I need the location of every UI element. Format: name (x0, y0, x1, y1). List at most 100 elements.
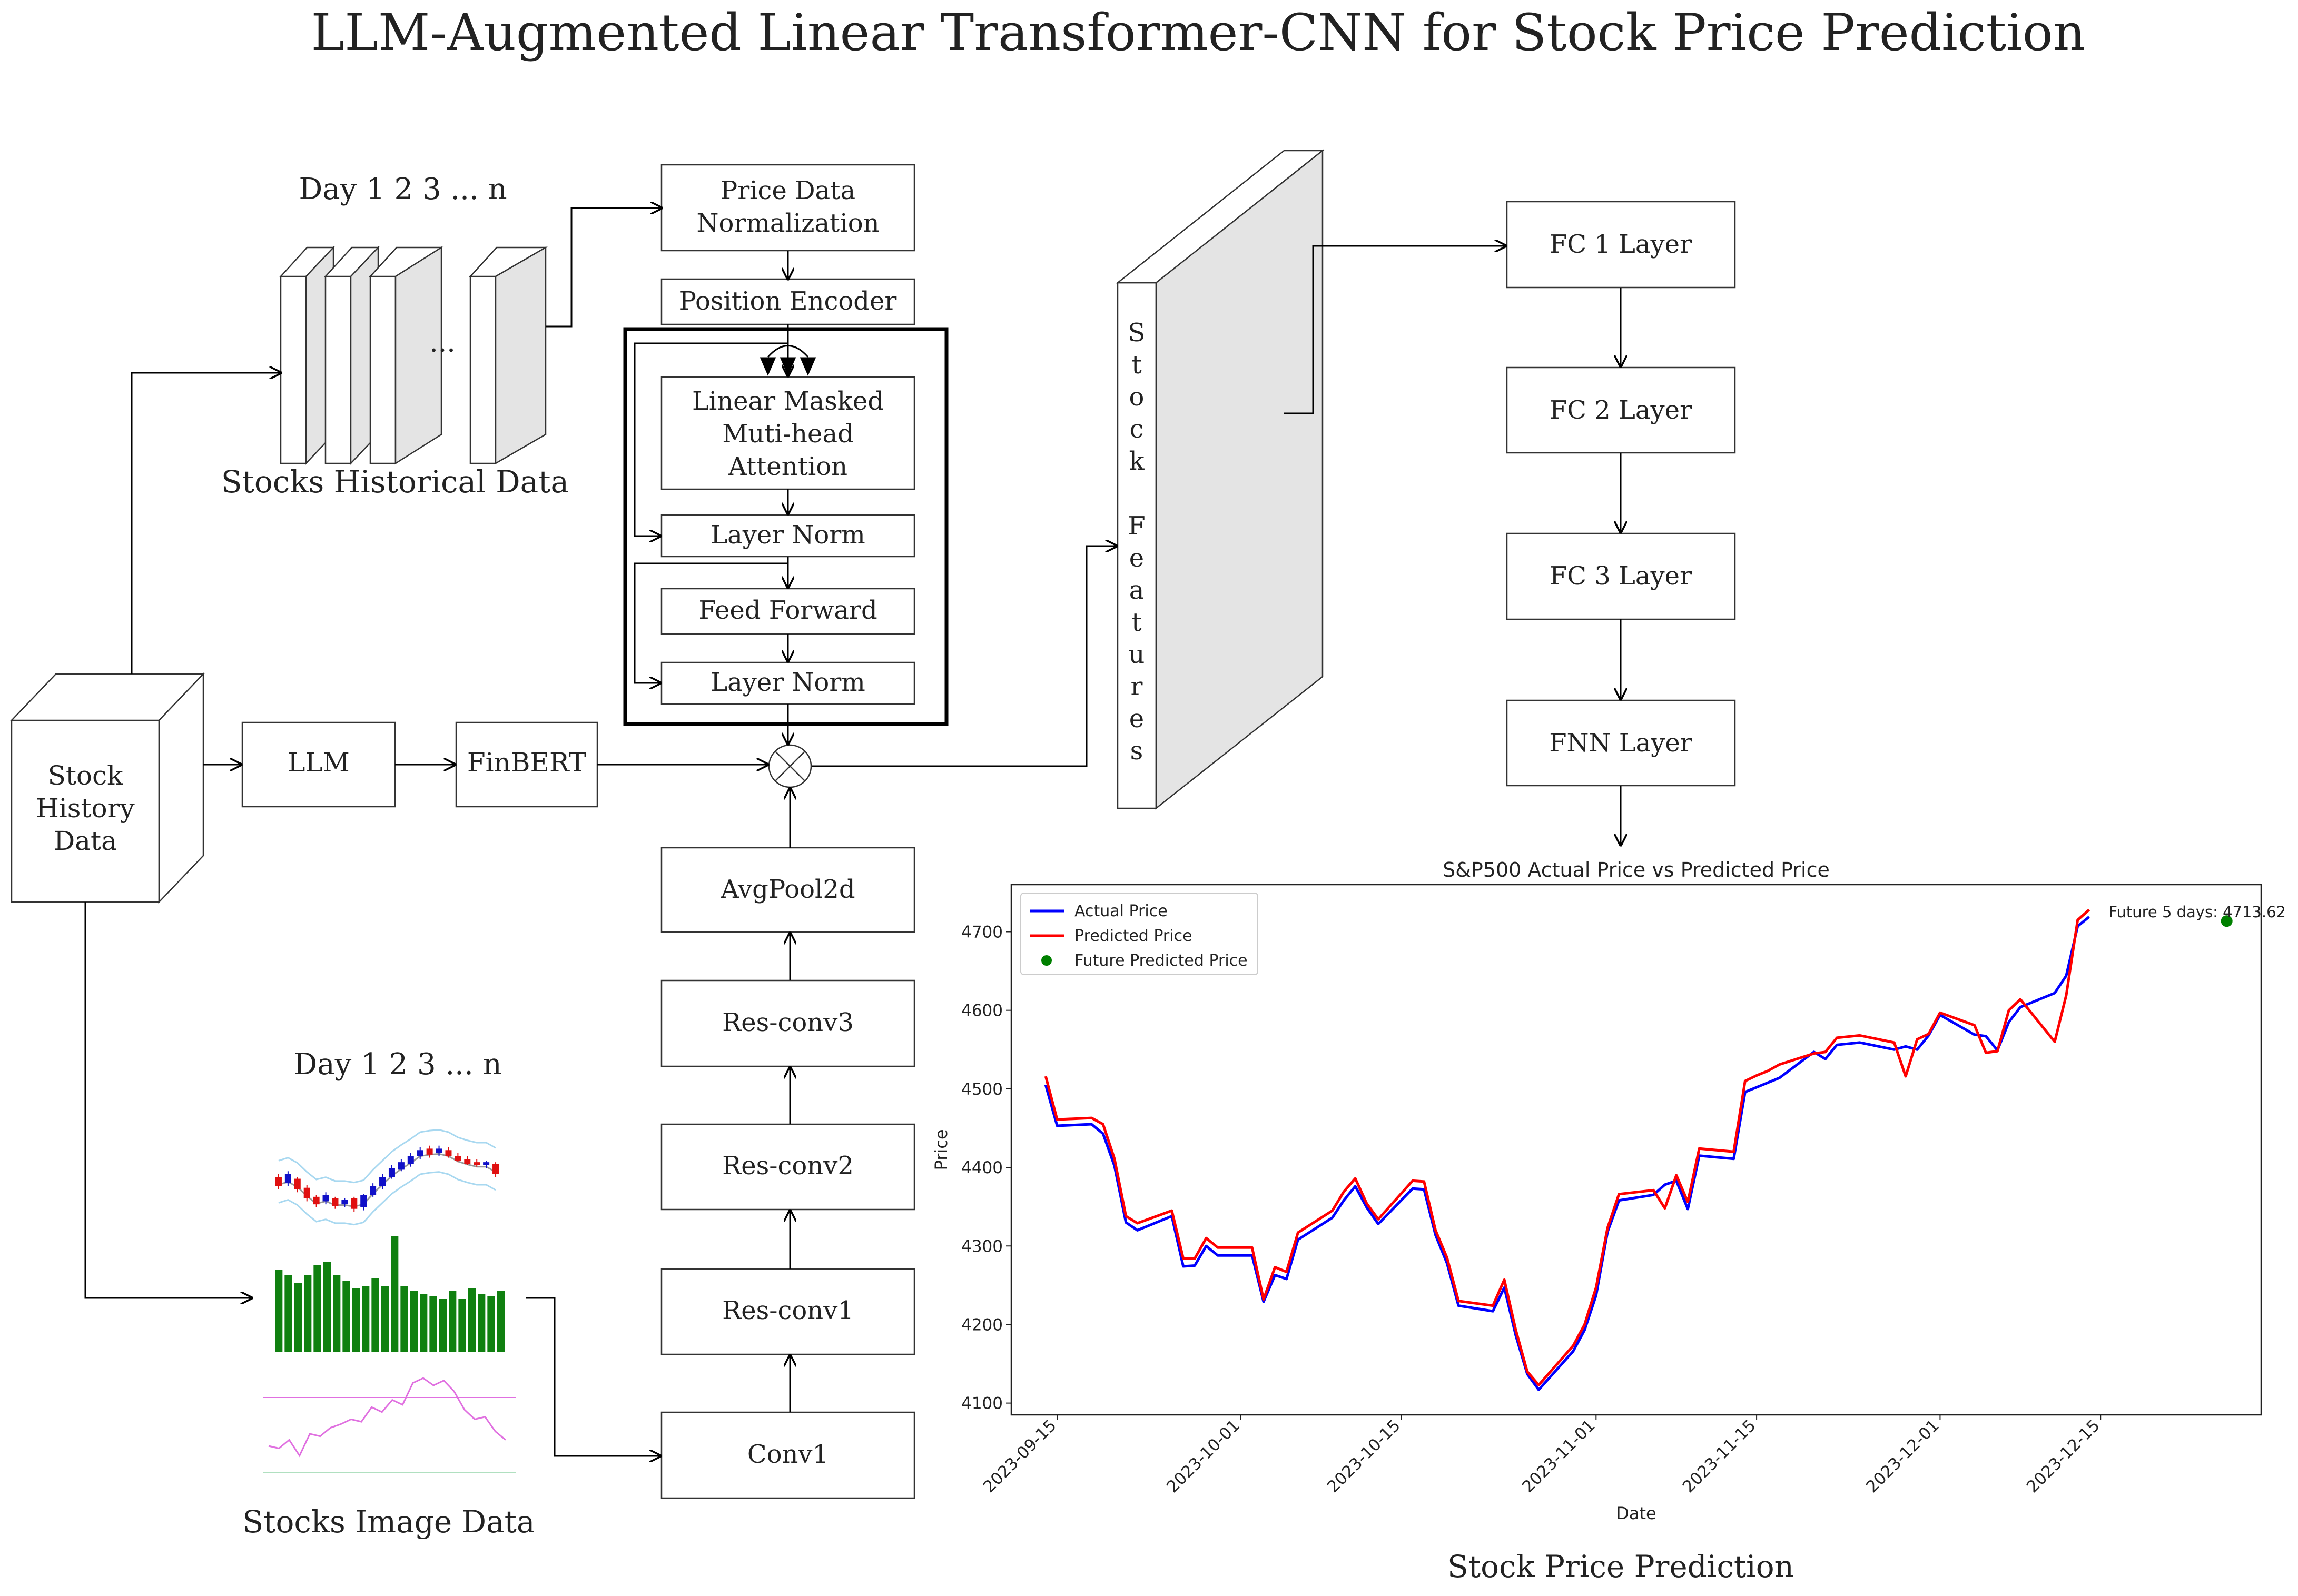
connectors (84, 208, 1621, 1456)
candle-body (351, 1198, 358, 1209)
page-title: LLM-Augmented Linear Transformer-CNN for… (311, 3, 2086, 62)
avgpool-label: AvgPool2d (720, 875, 855, 904)
candle-body (398, 1162, 405, 1170)
y-tick-label: 4400 (961, 1158, 1003, 1177)
lower-band (278, 1171, 496, 1226)
series-line-predicted-price (1044, 908, 2090, 1386)
volume-bar (304, 1275, 312, 1352)
price-chart: S&P500 Actual Price vs Predicted Price 41… (931, 858, 2286, 1523)
volume-bar (333, 1275, 341, 1352)
res-conv1-label: Res-conv1 (722, 1296, 854, 1325)
candle-body (284, 1174, 291, 1184)
x-tick-label: 2023-11-01 (1518, 1416, 1599, 1496)
volume-bar (429, 1296, 437, 1352)
volume-bar (449, 1291, 457, 1352)
candle-body (483, 1162, 490, 1165)
fc2-box (1506, 366, 1736, 454)
fc1-label: FC 1 Layer (1550, 230, 1692, 259)
candle-body (275, 1177, 282, 1186)
x-axis-label: Date (1616, 1503, 1656, 1523)
volume-bar (275, 1270, 283, 1352)
volume-bar (284, 1275, 292, 1352)
volume-bar (352, 1288, 360, 1352)
stock-features-letter: e (1129, 704, 1144, 733)
legend-label: Future Predicted Price (1074, 951, 1248, 970)
residual-attention (634, 342, 788, 536)
candle-body (360, 1195, 367, 1207)
volume-bar (313, 1265, 321, 1352)
candle-body (388, 1168, 395, 1177)
volume-bar (478, 1294, 486, 1352)
stock-features-letter: F (1128, 511, 1145, 541)
legend-label: Predicted Price (1074, 927, 1192, 945)
volume-bar (420, 1294, 428, 1352)
candle-body (379, 1177, 386, 1186)
candle-body (492, 1164, 499, 1174)
candle-body (464, 1159, 471, 1164)
stock-features-letter: t (1131, 350, 1141, 380)
volume-bar (458, 1299, 466, 1352)
res-conv3-box (660, 979, 915, 1067)
stock-features-letter: k (1129, 447, 1145, 476)
y-tick-label: 4300 (961, 1237, 1003, 1256)
fnn-label: FNN Layer (1549, 728, 1692, 758)
legend-label: Actual Price (1074, 902, 1168, 920)
historical-ellipsis: ... (429, 327, 456, 359)
arrow-history-to-images (84, 902, 252, 1298)
chart-legend: Actual Price Predicted Price Future Predic… (1020, 893, 1258, 975)
fc1-box (1506, 201, 1736, 289)
residual-feed-forward (634, 562, 788, 683)
layer-norm-2-label: Layer Norm (711, 668, 865, 697)
y-tick-label: 4700 (961, 923, 1003, 942)
volume-bar (362, 1286, 370, 1352)
attention-box (660, 376, 915, 490)
volume-bar (468, 1288, 476, 1352)
y-tick-label: 4200 (961, 1315, 1003, 1334)
stock-history-label-2: History (36, 793, 135, 824)
future-predicted-point (2221, 915, 2233, 927)
rsi-line (268, 1377, 506, 1458)
avgpool-box (660, 847, 915, 933)
historical-data-stack (279, 245, 548, 465)
attention-label-1: Linear Masked (692, 386, 884, 416)
normalization-label-1: Price Data (721, 176, 855, 205)
arrow-fusion-to-features (812, 546, 1117, 767)
arrow-images-to-conv1 (526, 1297, 660, 1456)
conv1-box (660, 1411, 915, 1499)
stock-features-letter: a (1129, 576, 1145, 605)
candle-body (417, 1150, 423, 1156)
volume-thumbnail (275, 1236, 505, 1352)
arrow-slabs-to-normalization (546, 208, 662, 328)
series-line-actual-price (1044, 916, 2090, 1391)
slab-day-n (469, 246, 548, 465)
y-axis-label: Price (931, 1129, 951, 1170)
x-tick-label: 2023-10-15 (1324, 1416, 1404, 1496)
y-tick-label: 4600 (961, 1002, 1003, 1020)
candle-body (322, 1195, 329, 1202)
x-tick-label: 2023-09-15 (980, 1416, 1060, 1496)
volume-bar (400, 1286, 408, 1352)
fc2-label: FC 2 Layer (1550, 395, 1692, 425)
arrow-features-to-fc1 (1284, 246, 1506, 414)
attention-input-arrowheads (760, 345, 816, 376)
x-tick-label: 2023-11-15 (1679, 1416, 1760, 1496)
stock-history-label-1: Stock (48, 760, 123, 791)
volume-bar (497, 1291, 505, 1352)
x-tick-label: 2023-12-01 (1862, 1416, 1943, 1496)
normalization-label-2: Normalization (696, 209, 879, 238)
candle-body (313, 1196, 320, 1205)
res-conv2-label: Res-conv2 (722, 1151, 854, 1181)
stock-features-letter: s (1130, 736, 1143, 766)
candle-body (407, 1156, 414, 1164)
chart-title: S&P500 Actual Price vs Predicted Price (1443, 858, 1830, 881)
prediction-caption: Stock Price Prediction (1447, 1549, 1794, 1584)
candle-body (474, 1162, 480, 1165)
stock-history-label-3: Data (54, 826, 117, 856)
legend-box (1020, 893, 1258, 975)
volume-bar (410, 1291, 418, 1352)
stock-features-letter: e (1129, 543, 1144, 573)
layer-norm-1-label: Layer Norm (711, 520, 865, 550)
rsi-thumbnail (263, 1377, 516, 1473)
stock-features-letter: c (1130, 414, 1144, 444)
